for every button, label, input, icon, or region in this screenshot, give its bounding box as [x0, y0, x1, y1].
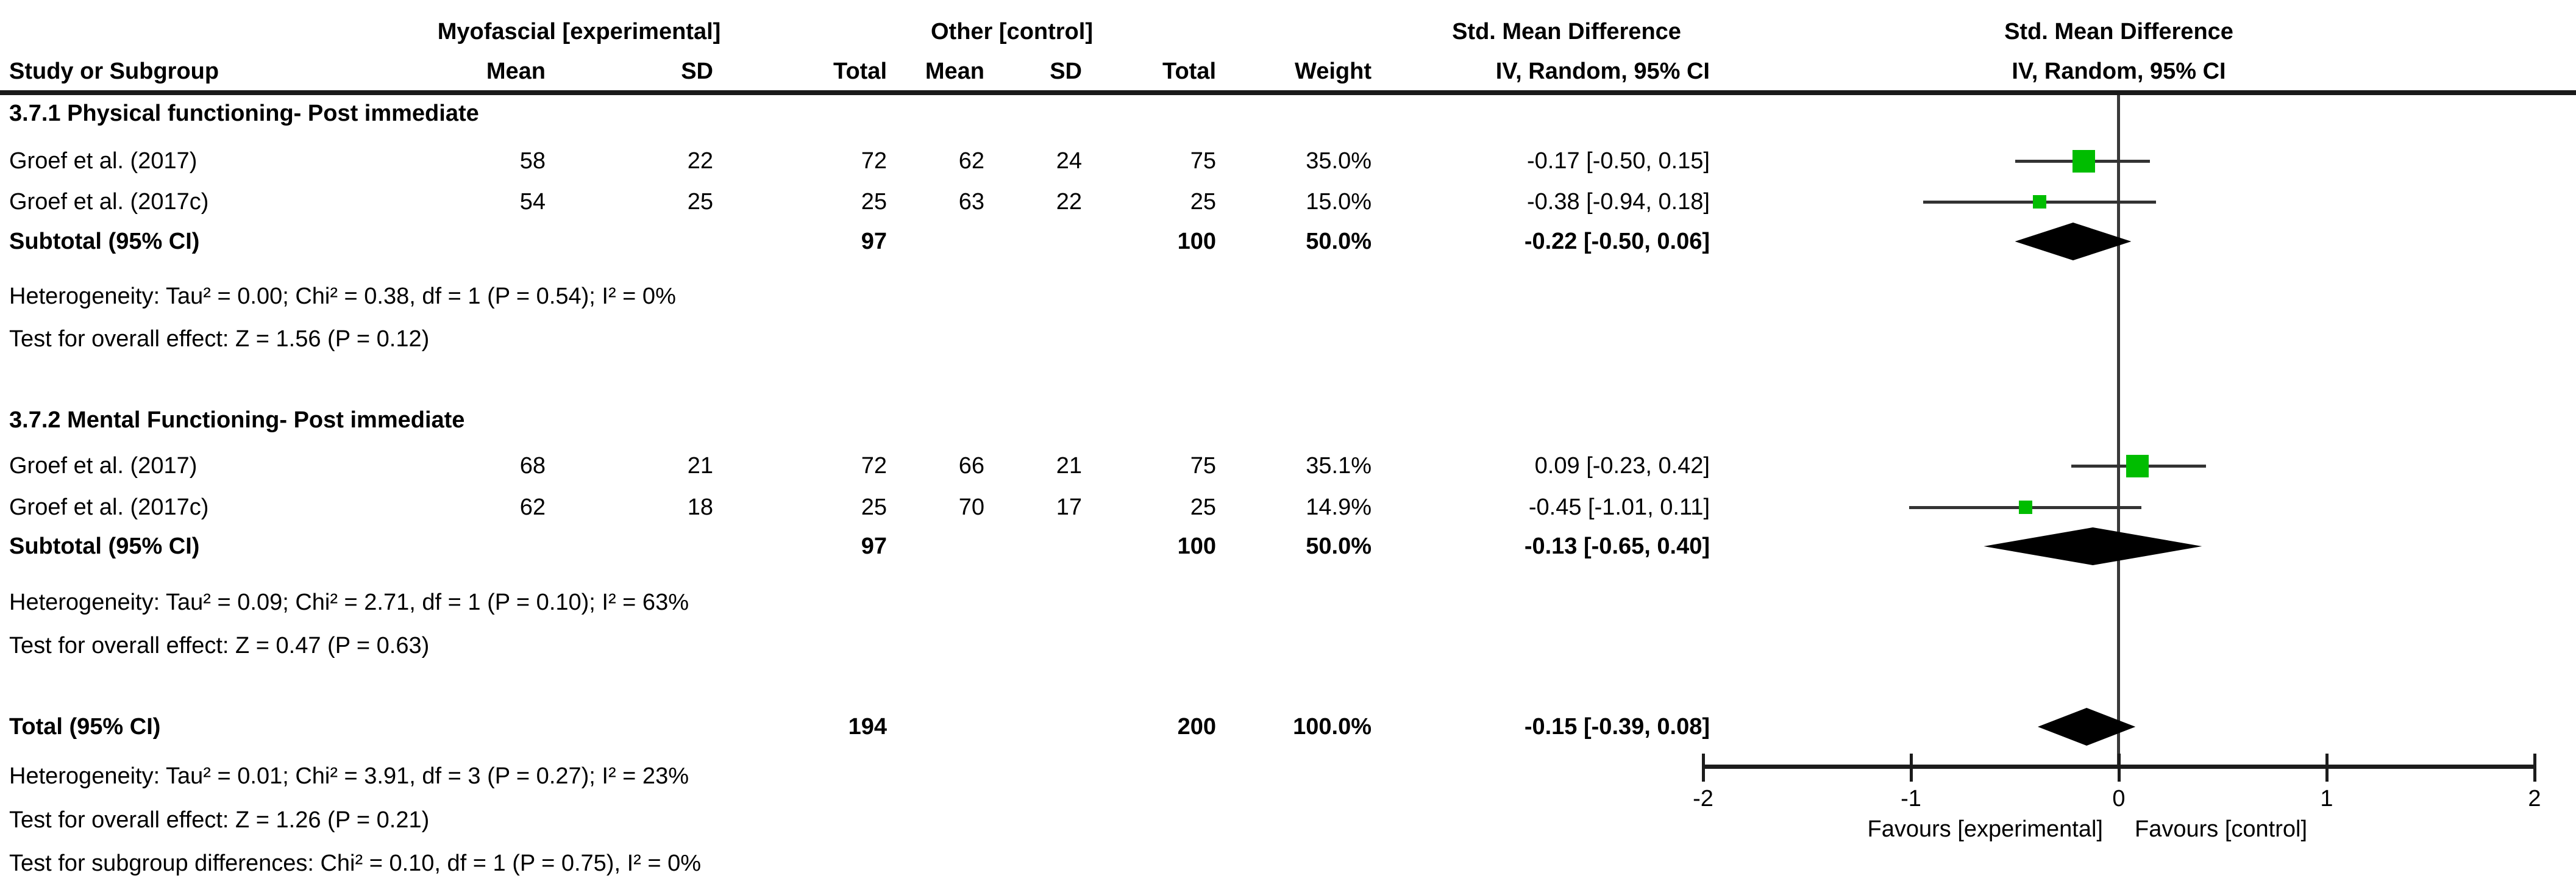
ci-value: -0.45 [-1.01, 0.11]: [1528, 494, 1710, 520]
total-exp-cell: 72: [861, 148, 887, 174]
pooled-label: Subtotal (95% CI): [9, 533, 200, 559]
mean-exp-cell: 68: [519, 453, 546, 479]
total-exp-cell: 25: [861, 189, 887, 215]
header-rule: [0, 90, 2576, 95]
axis-tick-label: -2: [1693, 786, 1713, 812]
favours-control-label: Favours [control]: [2135, 816, 2307, 842]
effect-square: [2018, 501, 2032, 514]
subgroup-title: 3.7.2 Mental Functioning- Post immediate: [9, 407, 465, 433]
pooled-label: Total (95% CI): [9, 714, 161, 740]
effect-column-title: Std. Mean Difference: [1452, 19, 1681, 45]
col-header-weight: Weight: [1295, 59, 1372, 84]
ci-value: -0.38 [-0.94, 0.18]: [1527, 189, 1710, 215]
col-header-mean-ctl: Mean: [925, 59, 984, 84]
plot-subtitle: IV, Random, 95% CI: [2012, 59, 2226, 84]
weight-cell: 35.0%: [1306, 148, 1372, 174]
weight-cell: 15.0%: [1306, 189, 1372, 215]
total-ctl-cell: 25: [1190, 494, 1216, 520]
axis-tick-label: 1: [2320, 786, 2333, 812]
mean-exp-cell: 62: [519, 494, 546, 520]
study-label: Groef et al. (2017c): [9, 494, 209, 520]
total-ctl-cell: 75: [1190, 148, 1216, 174]
axis-tick-mark: [1701, 754, 1705, 782]
mean-ctl-cell: 70: [958, 494, 984, 520]
axis-tick-label: -1: [1901, 786, 1921, 812]
total-exp-cell: 97: [861, 533, 887, 559]
axis-tick-label: 0: [2112, 786, 2126, 812]
sd-ctl-cell: 21: [1056, 453, 1082, 479]
mean-ctl-cell: 63: [958, 189, 984, 215]
effect-square: [2072, 149, 2095, 173]
effect-square: [2033, 195, 2047, 209]
total-ctl-cell: 100: [1177, 229, 1216, 254]
total-ctl-cell: 200: [1177, 714, 1216, 740]
pooled-diamond: [2038, 708, 2136, 746]
zero-line: [2117, 95, 2120, 765]
col-header-sd-ctl: SD: [1050, 59, 1082, 84]
overall-effect-text: Test for overall effect: Z = 0.47 (P = 0…: [9, 633, 430, 658]
weight-cell: 35.1%: [1306, 453, 1372, 479]
group-header-experimental: Myofascial [experimental]: [437, 19, 721, 45]
col-header-sd-exp: SD: [681, 59, 713, 84]
pooled-diamond: [2015, 223, 2132, 260]
axis-tick-mark: [2533, 754, 2536, 782]
total-overall-effect-text: Test for overall effect: Z = 1.26 (P = 0…: [9, 807, 430, 833]
overall-effect-text: Test for overall effect: Z = 1.56 (P = 0…: [9, 326, 430, 352]
total-ctl-cell: 100: [1177, 533, 1216, 559]
heterogeneity-text: Heterogeneity: Tau² = 0.00; Chi² = 0.38,…: [9, 284, 676, 309]
ci-value: -0.13 [-0.65, 0.40]: [1524, 533, 1710, 559]
mean-exp-cell: 58: [519, 148, 546, 174]
col-header-mean-exp: Mean: [486, 59, 546, 84]
sd-exp-cell: 18: [687, 494, 713, 520]
col-header-total-ctl: Total: [1162, 59, 1216, 84]
subgroup-differences-text: Test for subgroup differences: Chi² = 0.…: [9, 851, 702, 876]
effect-square: [2126, 454, 2149, 477]
plot-title: Std. Mean Difference: [2004, 19, 2233, 45]
favours-experimental-label: Favours [experimental]: [1867, 816, 2104, 842]
axis-tick-mark: [2117, 754, 2121, 782]
heterogeneity-text: Heterogeneity: Tau² = 0.09; Chi² = 2.71,…: [9, 590, 689, 615]
mean-exp-cell: 54: [519, 189, 546, 215]
axis-tick-mark: [1909, 754, 1913, 782]
total-exp-cell: 25: [861, 494, 887, 520]
ci-value: -0.15 [-0.39, 0.08]: [1524, 714, 1710, 740]
study-label: Groef et al. (2017c): [9, 189, 209, 215]
ci-value: -0.17 [-0.50, 0.15]: [1527, 148, 1710, 174]
sd-exp-cell: 21: [687, 453, 713, 479]
group-header-control: Other [control]: [931, 19, 1093, 45]
total-exp-cell: 72: [861, 453, 887, 479]
weight-cell: 14.9%: [1306, 494, 1372, 520]
sd-ctl-cell: 24: [1056, 148, 1082, 174]
col-header-study: Study or Subgroup: [9, 59, 219, 84]
sd-exp-cell: 25: [687, 189, 713, 215]
total-ctl-cell: 75: [1190, 453, 1216, 479]
study-label: Groef et al. (2017): [9, 148, 197, 174]
axis-tick-mark: [2325, 754, 2329, 782]
pooled-diamond: [1984, 527, 2202, 565]
pooled-label: Subtotal (95% CI): [9, 229, 200, 254]
sd-ctl-cell: 22: [1056, 189, 1082, 215]
study-label: Groef et al. (2017): [9, 453, 197, 479]
mean-ctl-cell: 62: [958, 148, 984, 174]
total-heterogeneity-text: Heterogeneity: Tau² = 0.01; Chi² = 3.91,…: [9, 763, 689, 789]
weight-cell: 50.0%: [1306, 229, 1372, 254]
subgroup-title: 3.7.1 Physical functioning- Post immedia…: [9, 101, 479, 126]
col-header-ci: IV, Random, 95% CI: [1495, 59, 1710, 84]
col-header-total-exp: Total: [833, 59, 887, 84]
weight-cell: 100.0%: [1293, 714, 1372, 740]
total-exp-cell: 97: [861, 229, 887, 254]
total-ctl-cell: 25: [1190, 189, 1216, 215]
mean-ctl-cell: 66: [958, 453, 984, 479]
weight-cell: 50.0%: [1306, 533, 1372, 559]
sd-ctl-cell: 17: [1056, 494, 1082, 520]
axis-tick-label: 2: [2528, 786, 2541, 812]
ci-value: 0.09 [-0.23, 0.42]: [1534, 453, 1710, 479]
sd-exp-cell: 22: [687, 148, 713, 174]
ci-value: -0.22 [-0.50, 0.06]: [1524, 229, 1710, 254]
total-exp-cell: 194: [848, 714, 887, 740]
